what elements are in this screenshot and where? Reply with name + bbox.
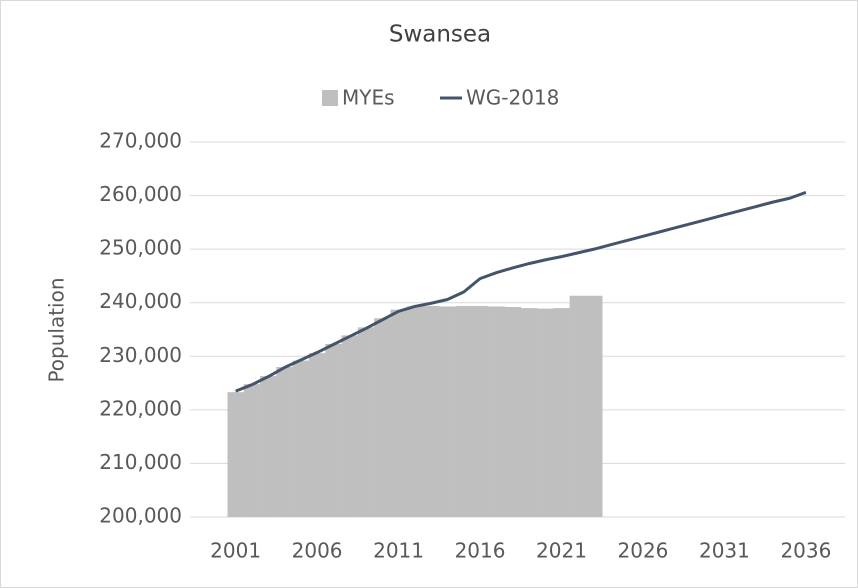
- bar: [292, 360, 310, 517]
- legend-label: WG-2018: [466, 86, 559, 110]
- y-tick-label: 270,000: [99, 129, 182, 153]
- x-tick-label: 2021: [536, 539, 587, 563]
- bar: [439, 306, 456, 517]
- bar: [260, 376, 277, 517]
- bar: [243, 384, 261, 517]
- bar: [569, 295, 587, 517]
- x-tick-label: 2011: [373, 539, 424, 563]
- y-tick-label: 200,000: [99, 504, 182, 528]
- chart-title: Swansea: [389, 22, 491, 48]
- bar: [325, 343, 342, 517]
- x-tick-label: 2006: [292, 539, 343, 563]
- legend-swatch: [322, 90, 338, 106]
- bar: [455, 305, 473, 517]
- bar: [520, 308, 538, 517]
- bar: [537, 308, 554, 517]
- bar: [553, 308, 570, 517]
- y-tick-label: 220,000: [99, 396, 182, 420]
- y-tick-label: 240,000: [99, 289, 182, 313]
- y-tick-label: 260,000: [99, 182, 182, 206]
- y-tick-label: 230,000: [99, 343, 182, 367]
- bar: [227, 392, 245, 517]
- bar: [406, 306, 424, 517]
- y-axis-label: Population: [45, 277, 69, 382]
- x-tick-label: 2001: [210, 539, 261, 563]
- bar: [308, 353, 326, 517]
- bar: [504, 307, 522, 517]
- x-tick-label: 2031: [699, 539, 750, 563]
- bar: [585, 295, 603, 517]
- bar: [390, 309, 408, 517]
- bar: [488, 306, 505, 517]
- line: [235, 190, 807, 393]
- y-tick-label: 250,000: [99, 236, 182, 260]
- bar: [341, 335, 359, 517]
- legend-label: MYEs: [342, 86, 395, 110]
- bar: [471, 305, 489, 517]
- bar: [276, 367, 293, 517]
- bar: [374, 318, 391, 517]
- x-tick-label: 2026: [618, 539, 669, 563]
- bar: [422, 305, 440, 517]
- bar: [357, 327, 375, 517]
- x-tick-label: 2036: [780, 539, 831, 563]
- x-tick-label: 2016: [455, 539, 506, 563]
- y-tick-label: 210,000: [99, 450, 182, 474]
